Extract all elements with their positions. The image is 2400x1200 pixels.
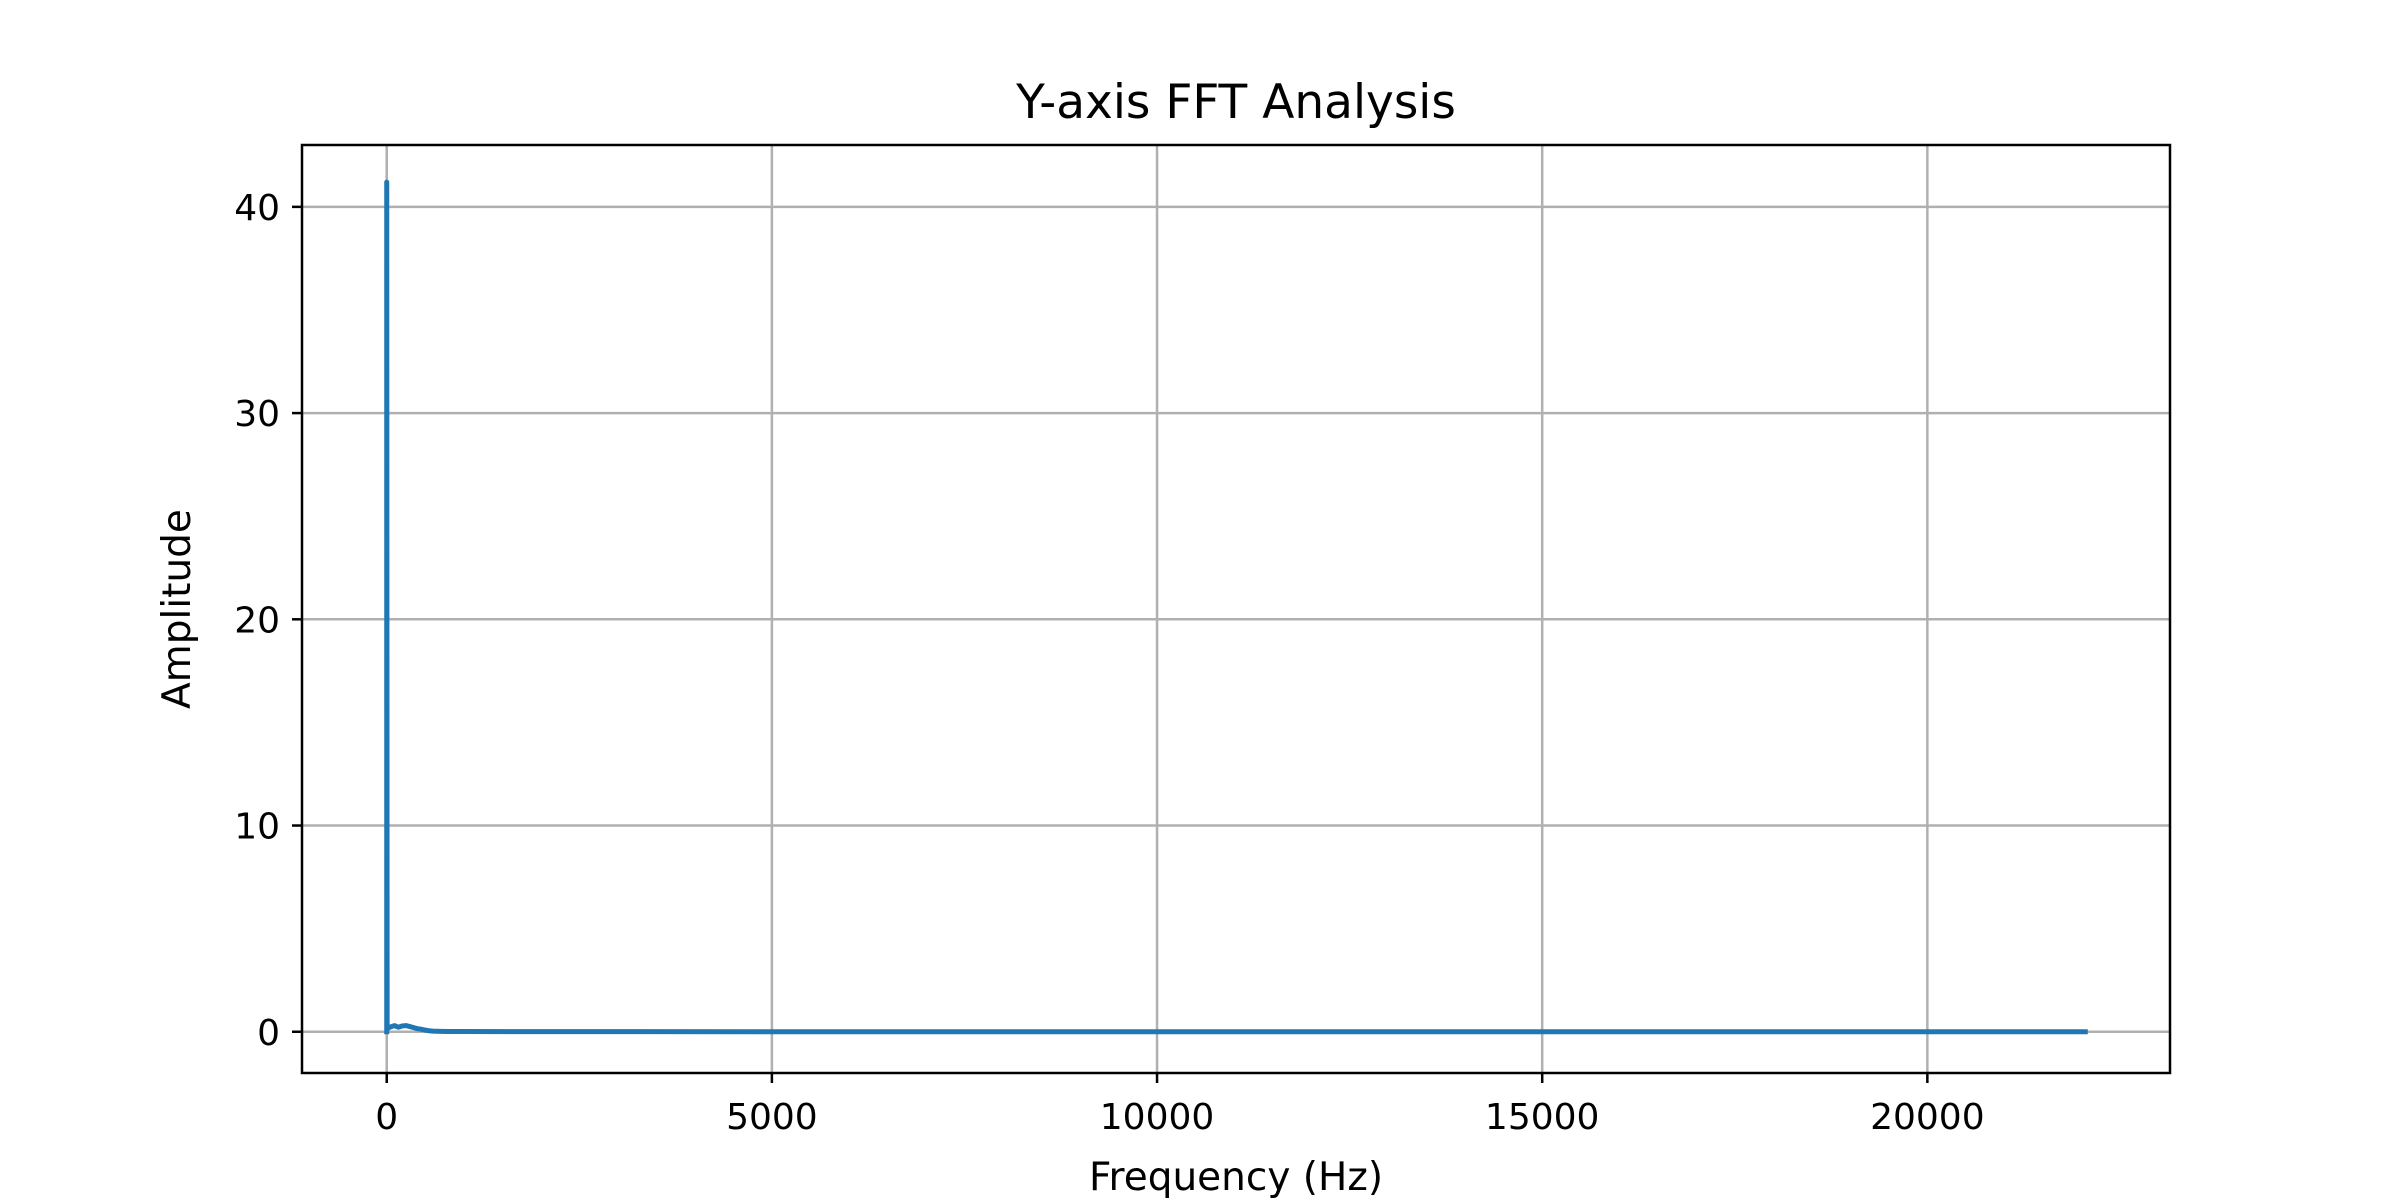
x-tick-label: 5000 (726, 1097, 818, 1138)
y-tick-label: 10 (234, 807, 280, 848)
plot-frame (300, 143, 2172, 1075)
y-tick-label: 30 (234, 394, 280, 435)
chart-title: Y-axis FFT Analysis (1015, 75, 1456, 130)
y-tick-label: 20 (234, 600, 280, 641)
y-tick-label: 40 (234, 188, 280, 229)
x-axis-label: Frequency (Hz) (1089, 1155, 1383, 1200)
y-axis-label: Amplitude (155, 509, 200, 709)
series-layer (384, 179, 2088, 1035)
x-tick-label: 0 (375, 1097, 398, 1138)
fft-series-line (384, 179, 2088, 1035)
x-tick-label: 10000 (1100, 1097, 1215, 1138)
x-tick-label: 20000 (1870, 1097, 1985, 1138)
x-tick-label: 15000 (1485, 1097, 1600, 1138)
ticks: 0 5000 10000 15000 20000 0 10 20 30 40 (234, 188, 1984, 1138)
y-tick-label: 0 (257, 1013, 280, 1054)
